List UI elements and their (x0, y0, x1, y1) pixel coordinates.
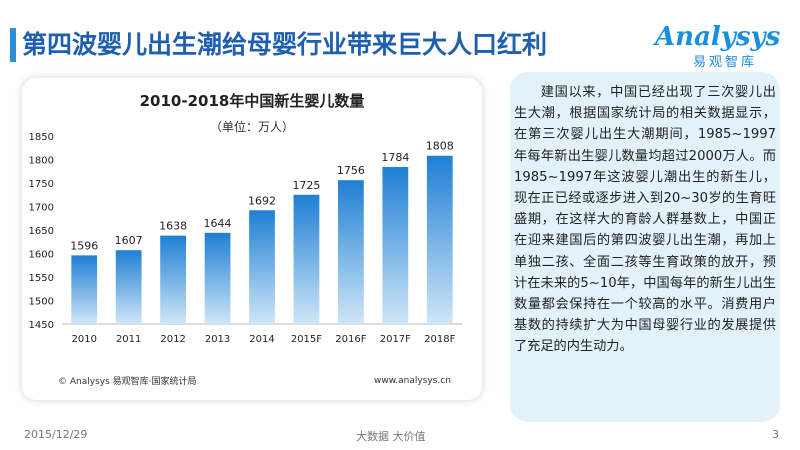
y-tick-label: 1750 (29, 179, 54, 190)
chart-panel: 2010-2018年中国新生婴儿数量 （单位：万人） 1450 1500 1550 1… (22, 78, 482, 400)
bar-value-label: 1607 (115, 234, 143, 247)
x-tick-label: 2017F (380, 334, 411, 345)
y-tick-label: 1600 (29, 250, 54, 261)
page-title: 第四波婴儿出生潮给母婴行业带来巨大人口红利 (22, 30, 548, 59)
x-tick-label: 2011 (116, 334, 141, 345)
x-tick-label: 2012 (160, 334, 185, 345)
y-tick-label: 1650 (29, 226, 54, 237)
x-tick-label: 2015F (291, 334, 322, 345)
bar-value-label: 1808 (426, 140, 454, 153)
y-tick-label: 1700 (29, 203, 54, 214)
bar (71, 255, 98, 324)
x-tick-label: 2018F (424, 334, 455, 345)
footer-date: 2015/12/29 (24, 428, 88, 441)
chart-website: www.analysys.cn (374, 376, 451, 386)
bar-chart: 1450 1500 1550 1600 1650 1700 1750 1800 1850 159… (29, 132, 462, 345)
bar-value-label: 1644 (204, 217, 232, 230)
page-number: 3 (772, 428, 779, 441)
y-tick-label: 1550 (29, 273, 54, 284)
bar-value-label: 1692 (248, 194, 276, 207)
bar (293, 194, 320, 324)
logo-wordmark: Analysys (655, 22, 781, 52)
analysys-logo: Analysys 易观智库 (655, 22, 795, 72)
bar-value-label: 1596 (70, 239, 98, 252)
bar-value-label: 1784 (381, 151, 409, 164)
bar-value-label: 1756 (337, 164, 365, 177)
chart-title: 2010-2018年中国新生婴儿数量 (139, 92, 365, 110)
bar (338, 180, 364, 324)
x-tick-label: 2016F (335, 334, 366, 345)
x-tick-label: 2010 (71, 334, 96, 345)
bar-value-label: 1725 (292, 179, 320, 192)
chart-source: © Analysys 易观智库·国家统计局 (58, 377, 197, 387)
y-tick-label: 1500 (29, 297, 54, 308)
bar (204, 232, 231, 324)
bar (249, 210, 275, 324)
x-tick-label: 2013 (205, 334, 230, 345)
bar (160, 235, 186, 324)
description-paragraph: 建国以来，中国已经出现了三次婴儿出生大潮，根据国家统计局的相关数据显示，在第三次… (514, 85, 776, 355)
y-tick-label: 1800 (29, 156, 54, 167)
x-tick-label: 2014 (249, 334, 274, 345)
logo-chinese-name: 易观智库 (693, 55, 758, 70)
bar (382, 167, 409, 324)
y-tick-label: 1850 (29, 132, 54, 143)
footer-slogan: 大数据 大价值 (356, 430, 426, 443)
bar (115, 250, 142, 324)
chart-unit: （单位：万人） (209, 120, 294, 134)
title-accent-bar (10, 28, 16, 62)
bar (426, 155, 453, 324)
y-tick-label: 1450 (29, 320, 54, 331)
bar-value-label: 1638 (159, 220, 187, 233)
description-text: 建国以来，中国已经出现了三次婴儿出生大潮，根据国家统计局的相关数据显示，在第三次… (514, 82, 776, 358)
text-panel (510, 72, 780, 422)
